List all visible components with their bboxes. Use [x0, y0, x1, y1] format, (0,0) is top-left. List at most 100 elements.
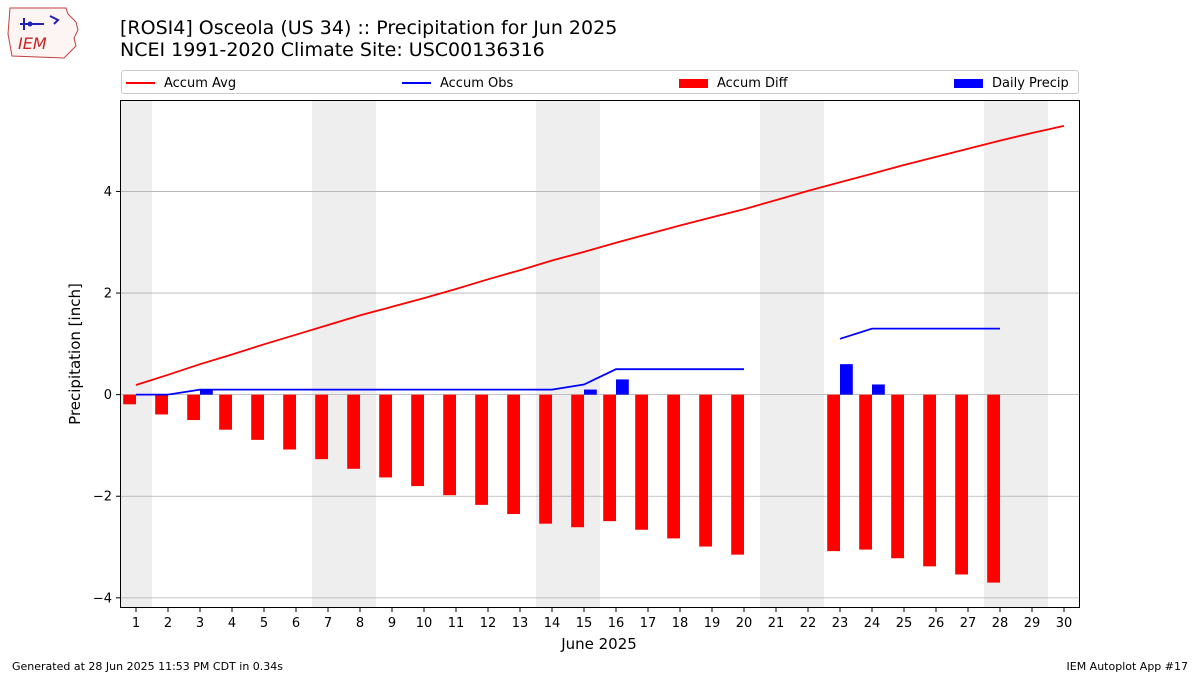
y-tick-label: 0 [104, 388, 112, 403]
x-tick-label: 27 [960, 616, 977, 631]
x-tick-label: 8 [356, 616, 364, 631]
x-axis-ticks: 1 2 3 4 5 6 7 8 9 10 11 12 13 14 15 16 17 18 19 20 21 22 23 24 2… [132, 608, 1072, 631]
accum-diff-bar [859, 394, 872, 550]
x-tick-label: 25 [896, 616, 913, 631]
x-tick-label: 1 [132, 616, 140, 631]
daily-precip-bars [200, 364, 885, 395]
x-tick-label: 11 [448, 616, 465, 631]
daily-precip-bar [584, 389, 597, 395]
x-tick-label: 26 [928, 616, 945, 631]
y-tick-label: 4 [104, 185, 112, 200]
x-tick-label: 10 [416, 616, 433, 631]
accum-avg-line [135, 125, 1065, 386]
x-tick-label: 13 [512, 616, 529, 631]
x-axis-label: June 2025 [560, 635, 637, 653]
x-tick-label: 28 [992, 616, 1009, 631]
weekend-band-2 [536, 100, 600, 608]
legend-swatch-accum-obs [402, 82, 431, 84]
legend-swatch-accum-diff [679, 78, 708, 88]
gridlines [120, 191, 1080, 599]
footer-generated: Generated at 28 Jun 2025 11:53 PM CDT in… [12, 660, 284, 673]
x-tick-label: 3 [196, 616, 204, 631]
title-line-2: NCEI 1991-2020 Climate Site: USC00136316 [120, 39, 545, 61]
accum-diff-bar [475, 394, 488, 505]
accum-diff-bar [603, 394, 616, 522]
accum-diff-bar [379, 394, 392, 478]
legend: Accum Avg Accum Obs Accum Diff Daily Pre… [121, 70, 1079, 94]
x-tick-label: 12 [480, 616, 497, 631]
daily-precip-bar [840, 364, 853, 395]
accum-obs-line [839, 327, 1000, 340]
x-tick-label: 4 [228, 616, 236, 631]
accum-diff-bars [123, 394, 1000, 583]
accum-diff-bar [827, 394, 840, 552]
x-tick-label: 23 [832, 616, 849, 631]
legend-item-accum-diff: Accum Diff [679, 74, 788, 92]
x-tick-label: 16 [608, 616, 625, 631]
x-tick-label: 6 [292, 616, 300, 631]
accum-diff-bar [315, 394, 328, 460]
accum-diff-bar [443, 394, 456, 496]
accum-diff-bar [539, 394, 552, 524]
accum-diff-bar [891, 394, 904, 559]
legend-item-accum-obs: Accum Obs [402, 74, 513, 92]
x-tick-label: 22 [800, 616, 817, 631]
daily-precip-bar [872, 384, 885, 395]
accum-diff-bar [411, 394, 424, 487]
accum-diff-bar [667, 394, 680, 539]
y-axis-ticks: −4 −2 0 2 4 [93, 185, 120, 606]
y-tick-label: 2 [104, 287, 112, 302]
legend-label-accum-obs: Accum Obs [440, 75, 514, 91]
legend-label-accum-avg: Accum Avg [164, 75, 237, 91]
plot-frame [120, 100, 1080, 608]
x-tick-label: 18 [672, 616, 689, 631]
series-lines [135, 125, 1065, 396]
x-tick-label: 19 [704, 616, 721, 631]
logo-text: IEM [18, 34, 47, 53]
footer-app: IEM Autoplot App #17 [1066, 660, 1189, 673]
x-tick-label: 15 [576, 616, 593, 631]
x-tick-label: 5 [260, 616, 268, 631]
accum-diff-bar [635, 394, 648, 530]
accum-diff-bar [155, 394, 168, 415]
legend-swatch-daily-precip [954, 78, 983, 88]
legend-item-daily-precip: Daily Precip [954, 74, 1069, 92]
legend-item-accum-avg: Accum Avg [126, 74, 236, 92]
x-tick-label: 24 [864, 616, 881, 631]
y-axis-label: Precipitation [inch] [66, 283, 84, 425]
x-tick-label: 17 [640, 616, 657, 631]
accum-obs-line [136, 368, 744, 396]
x-tick-label: 9 [388, 616, 396, 631]
accum-diff-bar [571, 394, 584, 528]
accum-diff-bar [251, 394, 264, 440]
accum-diff-bar [187, 394, 200, 421]
accum-diff-bar [699, 394, 712, 547]
x-tick-label: 29 [1024, 616, 1041, 631]
x-tick-label: 2 [164, 616, 172, 631]
weekend-band-0 [120, 100, 152, 608]
accum-diff-bar [347, 394, 360, 469]
x-tick-label: 21 [768, 616, 785, 631]
iem-logo: IEM [7, 7, 79, 59]
accum-diff-bar [123, 394, 136, 405]
accum-diff-bar [219, 394, 232, 430]
weekend-band-3 [760, 100, 824, 608]
accum-diff-bar [923, 394, 936, 567]
x-tick-label: 30 [1056, 616, 1073, 631]
accum-diff-bar [731, 394, 744, 555]
y-tick-label: −2 [93, 490, 112, 505]
daily-precip-bar [200, 389, 213, 395]
chart-title: [ROSI4] Osceola (US 34) :: Precipitation… [120, 17, 617, 61]
x-tick-label: 14 [544, 616, 561, 631]
x-tick-label: 7 [324, 616, 332, 631]
weekend-shading [120, 100, 1048, 608]
y-tick-label: −4 [93, 591, 112, 606]
logo-dot [27, 21, 33, 27]
accum-diff-bar [955, 394, 968, 575]
accum-diff-bar [507, 394, 520, 515]
daily-precip-bar [616, 379, 629, 395]
x-tick-label: 20 [736, 616, 753, 631]
legend-swatch-accum-avg [126, 82, 155, 84]
weekend-band-1 [312, 100, 376, 608]
